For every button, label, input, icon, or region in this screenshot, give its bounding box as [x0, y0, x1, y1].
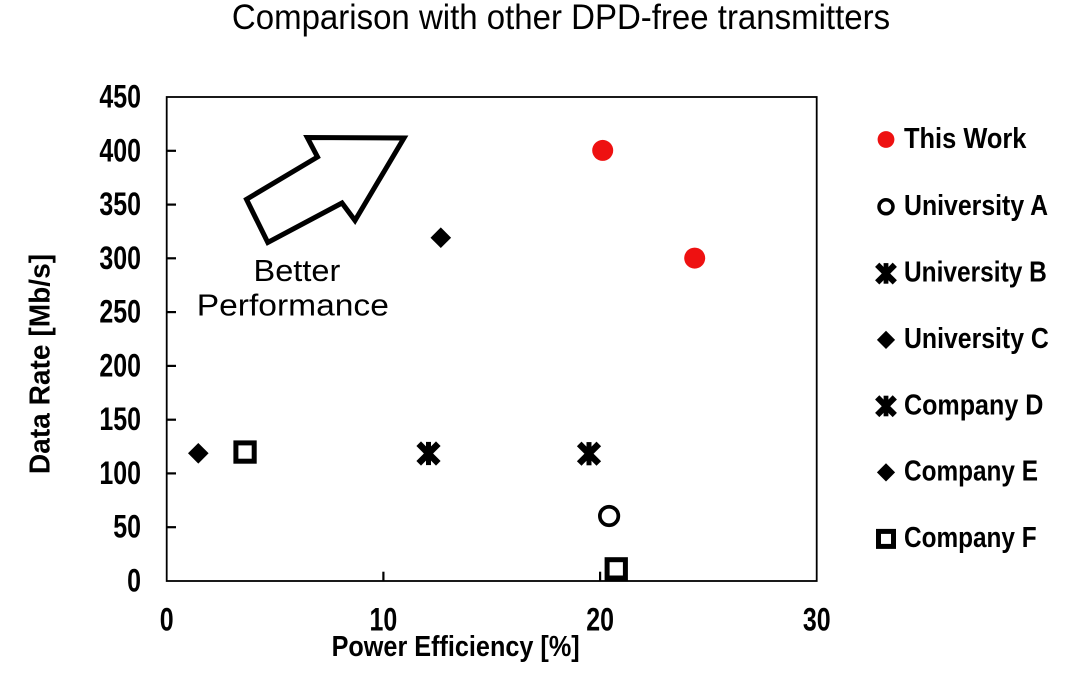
svg-text:University A: University A — [904, 189, 1048, 221]
svg-text:Company F: Company F — [904, 521, 1037, 553]
svg-text:Better: Better — [254, 253, 341, 288]
svg-text:50: 50 — [113, 510, 141, 546]
svg-text:100: 100 — [99, 456, 141, 492]
svg-text:10: 10 — [370, 602, 398, 638]
svg-text:University C: University C — [904, 322, 1049, 354]
svg-text:Comparison with other DPD-free: Comparison with other DPD-free transmitt… — [232, 0, 890, 37]
svg-text:400: 400 — [99, 133, 141, 169]
svg-text:0: 0 — [160, 602, 174, 638]
svg-text:30: 30 — [803, 602, 831, 638]
svg-text:Data Rate [Mb/s]: Data Rate [Mb/s] — [24, 254, 56, 474]
svg-text:Performance: Performance — [197, 288, 389, 323]
svg-text:200: 200 — [99, 349, 141, 385]
svg-text:450: 450 — [99, 80, 141, 116]
svg-text:Power Efficiency [%]: Power Efficiency [%] — [332, 629, 580, 662]
svg-text:350: 350 — [99, 187, 141, 223]
svg-text:Company E: Company E — [904, 455, 1038, 487]
svg-text:20: 20 — [586, 602, 614, 638]
svg-text:300: 300 — [99, 241, 141, 277]
svg-text:0: 0 — [127, 564, 141, 600]
svg-text:This Work: This Work — [904, 121, 1027, 154]
svg-text:150: 150 — [99, 402, 141, 438]
svg-text:250: 250 — [99, 295, 141, 331]
svg-text:Company D: Company D — [904, 388, 1043, 421]
svg-text:University B: University B — [904, 256, 1047, 288]
